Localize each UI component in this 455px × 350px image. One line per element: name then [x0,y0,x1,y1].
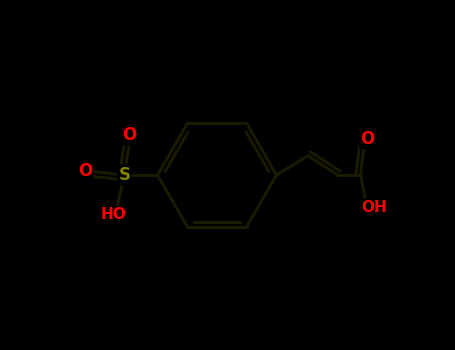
Text: OH: OH [362,200,387,215]
Text: O: O [78,162,92,181]
Text: O: O [360,130,374,148]
Text: O: O [122,126,136,144]
Text: HO: HO [101,207,126,222]
Text: S: S [118,166,130,184]
